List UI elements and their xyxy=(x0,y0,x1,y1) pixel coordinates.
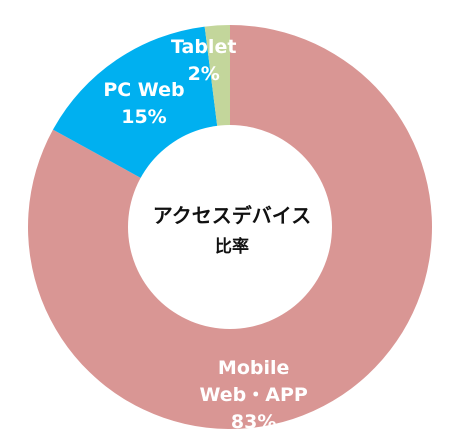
slice-name-mobile-web-app: Mobile xyxy=(218,357,289,379)
center-title: アクセスデバイス xyxy=(153,204,311,228)
slice-label-pc-web: PC Web 15% xyxy=(103,79,184,128)
slice-labels-group: Mobile Web・APP 83% PC Web 15% Tablet 2% xyxy=(103,36,308,433)
slice-label-tablet: Tablet 2% xyxy=(171,36,236,85)
donut-hole xyxy=(128,125,332,329)
slice-name-tablet: Tablet xyxy=(171,36,236,58)
slice-value-pc-web: 15% xyxy=(121,106,166,128)
slice-value-tablet: 2% xyxy=(188,63,220,85)
slice-label-mobile-web-app: Mobile Web・APP 83% xyxy=(199,357,307,433)
slice-name-pc-web: PC Web xyxy=(103,79,184,101)
slice-value-mobile-web-app: 83% xyxy=(231,411,276,433)
center-subtitle: 比率 xyxy=(215,236,249,257)
slice-name-mobile-web-app: Web・APP xyxy=(199,384,307,406)
